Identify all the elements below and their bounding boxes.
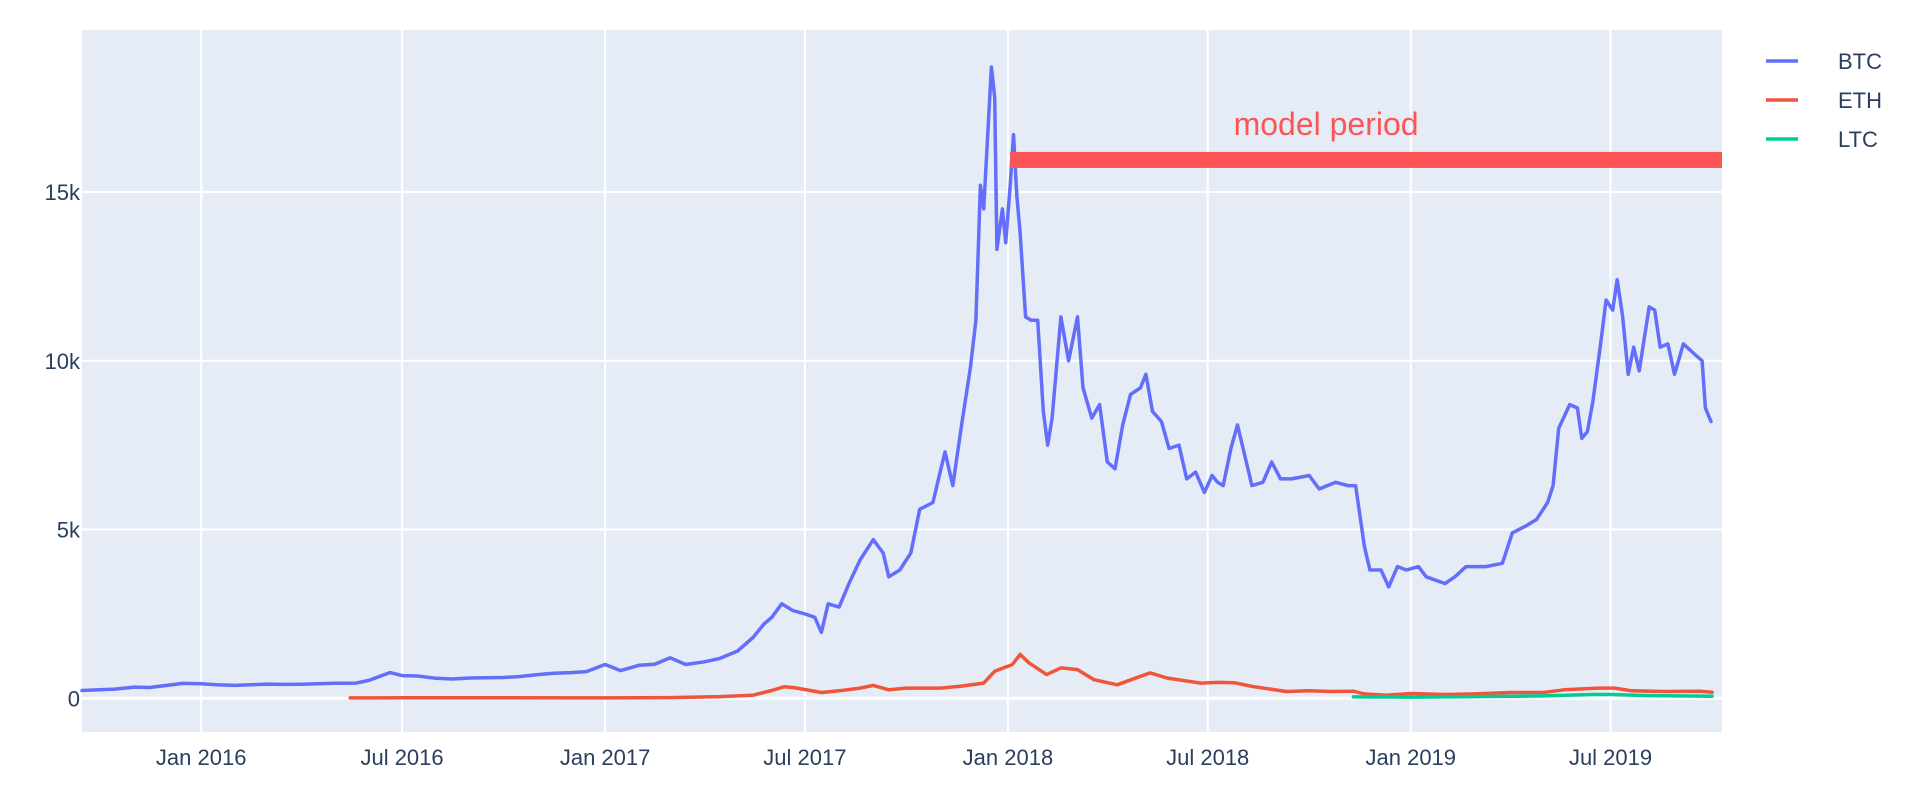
plot-area [82,30,1722,732]
series-lines [80,65,1714,700]
x-tick-label: Jul 2018 [1166,745,1249,770]
legend-label-ltc: LTC [1838,127,1878,152]
y-tick-label: 10k [45,349,81,374]
axes: Jan 2016 Jul 2016 Jan 2017 Jul 2017 Jan 2018… [45,180,1653,770]
legend-label-btc: BTC [1838,49,1882,74]
x-tick-label: Jan 2019 [1366,745,1457,770]
series-line-btc [80,65,1713,693]
x-tick-label: Jan 2017 [560,745,651,770]
y-tick-label: 0 [68,686,80,711]
x-tick-label: Jan 2016 [156,745,247,770]
x-tick-label: Jan 2018 [963,745,1054,770]
x-tick-label: Jul 2019 [1569,745,1652,770]
model-period-label: model period [1234,106,1419,142]
legend: BTC ETH LTC [1766,49,1882,152]
series-line-ltc [1351,692,1714,699]
x-tick-label: Jul 2017 [763,745,846,770]
model-period-bar [1010,151,1722,168]
annotations: model period [1010,106,1722,168]
series-line-eth [348,652,1714,700]
x-tick-label: Jul 2016 [360,745,443,770]
y-tick-label: 5k [57,518,81,543]
legend-label-eth: ETH [1838,88,1882,113]
y-tick-label: 15k [45,180,81,205]
